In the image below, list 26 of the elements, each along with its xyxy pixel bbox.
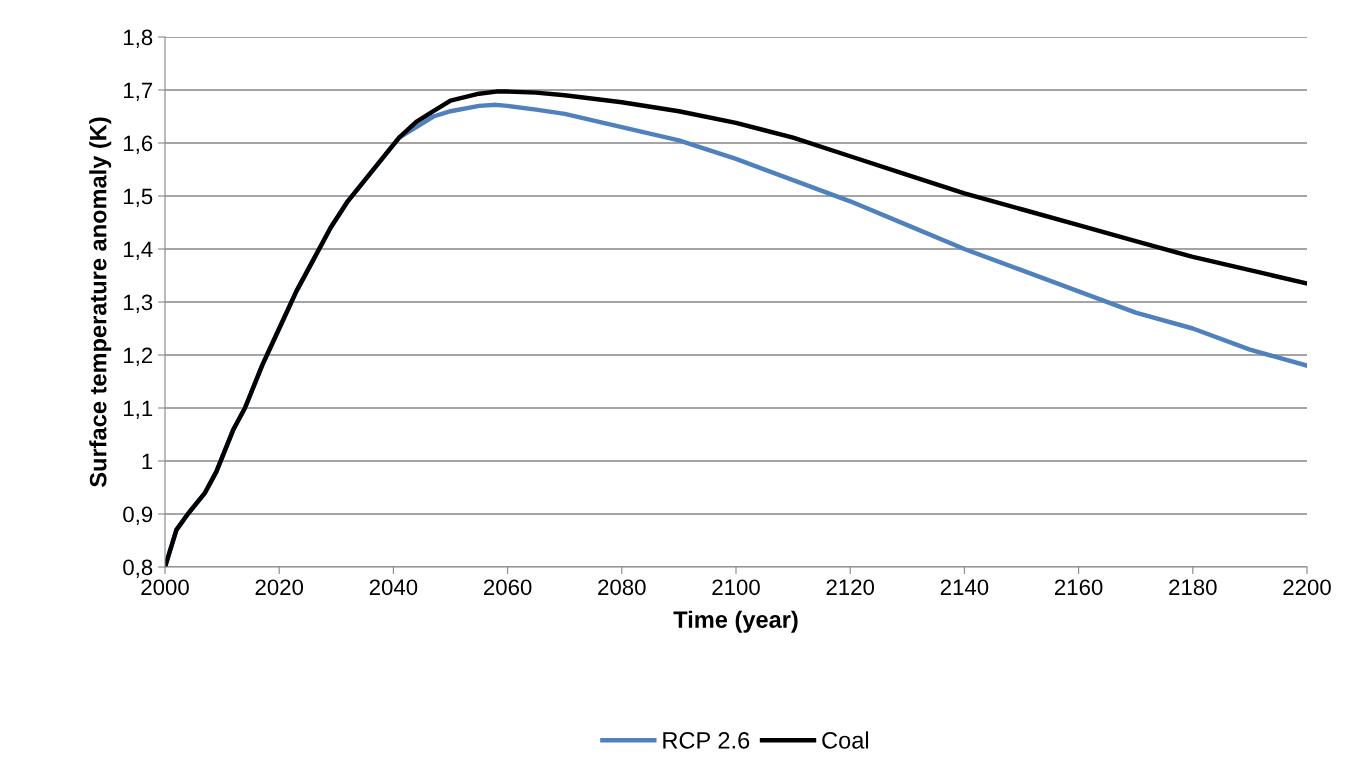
legend-label: RCP 2.6 — [663, 731, 750, 749]
x-tick-label: 2100 — [712, 579, 760, 596]
y-tick-label: 1,5 — [124, 188, 153, 207]
y-tick-label: 0,8 — [123, 559, 153, 578]
y-axis-title: Surface temperature anomaly (K) — [89, 117, 112, 487]
y-tick-label: 1,1 — [124, 400, 153, 419]
x-tick-label: 2020 — [255, 579, 304, 596]
y-tick-label: 1 — [142, 453, 153, 470]
y-tick-label: 1,8 — [124, 29, 153, 48]
y-tick-label: 1,3 — [124, 294, 153, 313]
y-tick-label: 1,6 — [124, 135, 153, 154]
legend-label: Coal — [822, 731, 869, 749]
x-tick-label: 2200 — [1283, 579, 1331, 596]
y-tick-label: 1,2 — [124, 347, 153, 366]
x-tick-label: 2160 — [1055, 579, 1103, 596]
x-tick-label: 2120 — [826, 579, 875, 596]
y-tick-label: 1,4 — [124, 241, 153, 260]
x-tick-label: 2000 — [141, 579, 189, 596]
x-tick-label: 2140 — [940, 579, 989, 596]
x-tick-label: 2060 — [484, 579, 532, 596]
x-axis-title: Time (year) — [673, 610, 798, 633]
x-tick-label: 2080 — [598, 579, 646, 596]
y-tick-label: 1,7 — [124, 82, 153, 101]
y-tick-label: 0,9 — [123, 506, 153, 525]
x-tick-label: 2040 — [369, 579, 418, 596]
x-tick-label: 2180 — [1169, 579, 1217, 596]
